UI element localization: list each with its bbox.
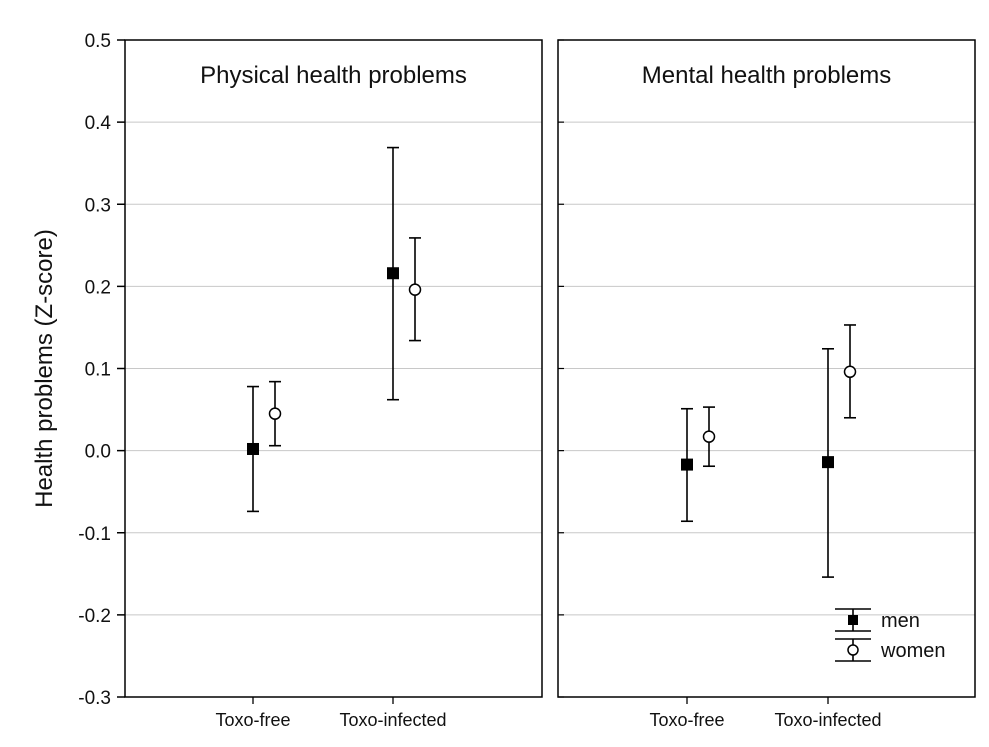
legend-label: men: [881, 610, 920, 632]
data-point-men: [387, 267, 399, 280]
error-bar: [247, 385, 259, 513]
x-category-label: Toxo-free: [215, 710, 290, 730]
y-tick-label: -0.3: [78, 688, 111, 709]
x-category-label: Toxo-infected: [339, 710, 446, 730]
data-point-women: [702, 430, 716, 443]
data-point-men: [822, 456, 834, 469]
y-tick-label: 0.3: [85, 195, 111, 216]
panel-title: Physical health problems: [200, 62, 467, 89]
y-axis-label: Health problems (Z-score): [31, 229, 58, 508]
panel-frame: [557, 39, 976, 698]
panel-frame: [124, 39, 543, 698]
error-bar: [408, 237, 422, 342]
legend-entry-men: men: [835, 608, 920, 632]
y-tick-label: -0.2: [78, 606, 111, 627]
legend-marker-circle: [847, 644, 859, 656]
legend-entry-women: women: [835, 638, 945, 662]
y-tick-label: 0.5: [85, 31, 111, 52]
panel-title: Mental health problems: [642, 62, 891, 89]
error-bar: [681, 407, 693, 523]
panel-1: Physical health problems Toxo-free Toxo-in…: [124, 39, 543, 730]
y-tick-label: 0.2: [85, 277, 111, 298]
data-point-women: [408, 283, 422, 296]
panel-2: Mental health problems Toxo-free Toxo-infe…: [557, 39, 976, 730]
y-tick-label: 0.0: [85, 442, 111, 463]
error-bar: [387, 146, 399, 401]
y-tick-label: 0.4: [85, 113, 112, 134]
error-bar: [268, 380, 282, 447]
x-category-label: Toxo-infected: [774, 710, 881, 730]
y-tick-label: 0.1: [85, 360, 111, 381]
data-point-women: [843, 365, 857, 379]
data-point-women: [268, 407, 282, 420]
grid-lines: [125, 121, 975, 616]
y-tick-label: -0.1: [78, 524, 111, 545]
data-point-men: [247, 442, 259, 455]
x-category-label: Toxo-free: [649, 710, 724, 730]
legend-label: women: [880, 640, 945, 662]
legend: men women: [835, 608, 945, 662]
error-bar: [843, 324, 857, 419]
data-point-men: [681, 458, 693, 471]
error-bar: [822, 347, 834, 578]
panels: Physical health problems Toxo-free Toxo-in…: [124, 39, 976, 730]
y-axis: 0.5 0.4 0.3 0.2 0.1 0.0 -0.1 -0.2 -0.3: [78, 31, 564, 709]
error-bar: [702, 406, 716, 468]
legend-marker-square: [848, 615, 858, 625]
